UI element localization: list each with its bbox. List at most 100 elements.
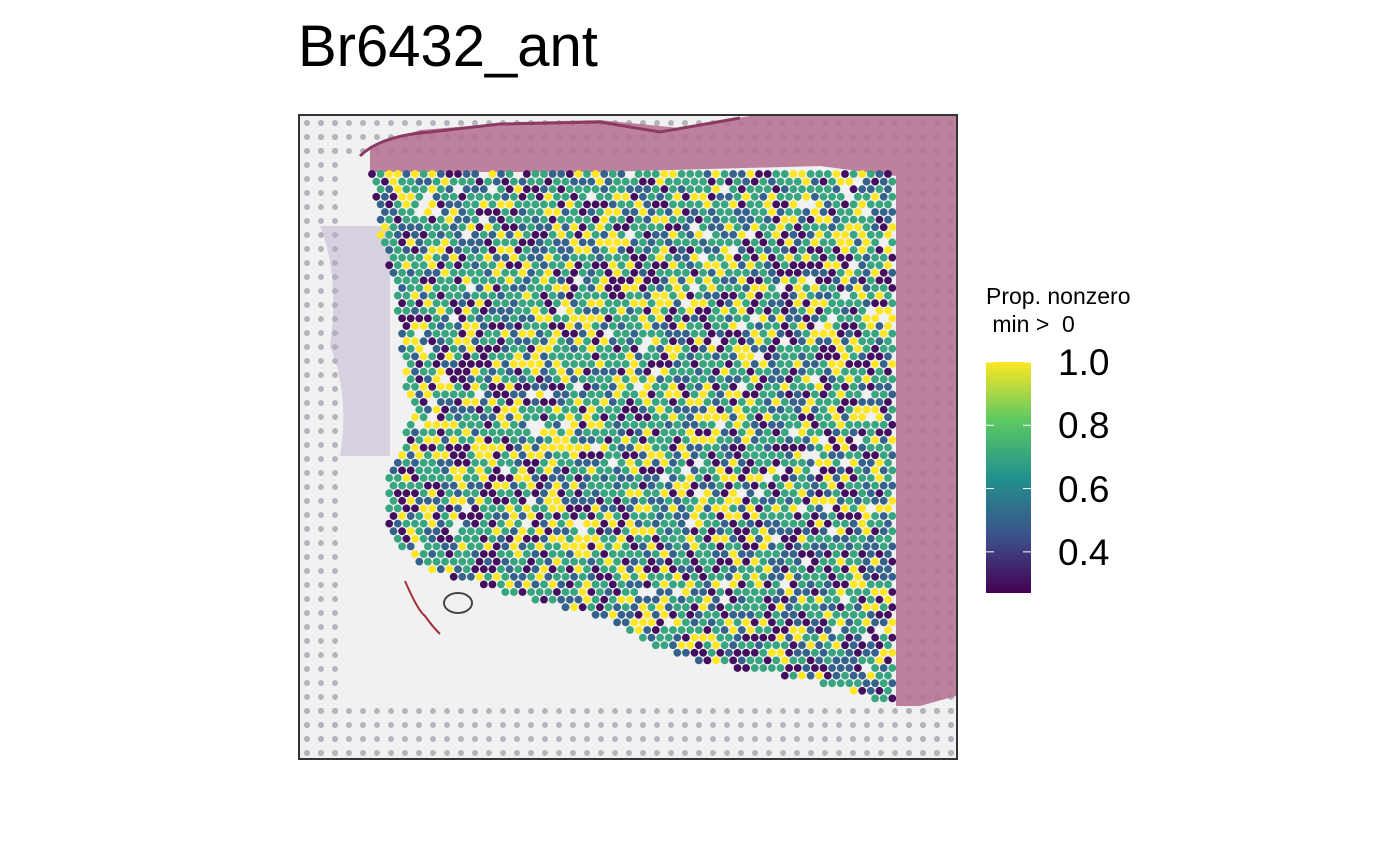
spot-point — [798, 610, 806, 619]
spot-point — [720, 382, 729, 391]
spot-point — [768, 481, 776, 490]
spot-point — [634, 565, 643, 574]
spot-point — [608, 261, 617, 270]
spot-point — [462, 489, 471, 498]
spot-point — [866, 458, 875, 467]
spot-point — [479, 443, 488, 452]
spot-point — [832, 458, 841, 467]
spot-point — [862, 557, 871, 566]
spot-point — [574, 230, 583, 239]
spot-point — [561, 375, 570, 384]
spot-point — [501, 360, 510, 368]
spot-point — [815, 367, 824, 376]
spot-point — [634, 550, 643, 558]
spot-point — [828, 618, 836, 627]
spot-point — [673, 208, 682, 216]
spot-point — [479, 474, 488, 482]
spot-point — [548, 534, 557, 543]
spot-point — [703, 428, 712, 437]
spot-point — [858, 215, 867, 224]
spot-point — [604, 527, 613, 536]
spot-point — [802, 344, 811, 353]
spot-point — [604, 208, 613, 216]
spot-point — [522, 276, 531, 285]
spot-point — [811, 208, 819, 216]
spot-point — [514, 352, 523, 361]
spot-point — [849, 382, 858, 391]
spot-point — [703, 519, 712, 528]
spot-point — [716, 557, 725, 566]
spot-point — [725, 588, 733, 596]
spot-point — [626, 413, 634, 422]
spot-point — [479, 428, 488, 437]
spot-point — [836, 268, 845, 277]
spot-point — [531, 170, 540, 178]
spot-point — [471, 398, 480, 406]
spot-point — [527, 223, 535, 232]
spot-point — [793, 542, 802, 551]
spot-point — [604, 588, 613, 596]
spot-point — [600, 565, 609, 574]
spot-point — [875, 504, 884, 513]
spot-point — [772, 367, 781, 376]
spot-point — [634, 337, 643, 346]
spot-point — [540, 291, 548, 300]
spot-point — [686, 534, 695, 543]
spot-point — [548, 291, 557, 300]
spot-point — [557, 322, 566, 330]
spot-point — [647, 314, 656, 323]
spot-point — [673, 375, 682, 384]
spot-point — [763, 337, 772, 346]
spot-point — [858, 519, 867, 528]
spot-point — [785, 618, 793, 627]
spot-point — [789, 215, 798, 224]
spot-point — [548, 352, 557, 361]
spot-point — [604, 451, 613, 460]
spot-point — [884, 626, 892, 634]
spot-point — [604, 360, 613, 368]
spot-point — [398, 208, 406, 216]
spot-point — [406, 375, 415, 384]
spot-point — [707, 360, 716, 368]
spot-point — [514, 504, 523, 513]
spot-point — [535, 466, 544, 475]
spot-point — [742, 527, 750, 536]
spot-point — [540, 337, 548, 346]
spot-point — [669, 230, 677, 239]
spot-point — [630, 344, 639, 353]
spot-point — [406, 360, 415, 368]
spot-point — [763, 322, 772, 330]
spot-point — [768, 223, 776, 232]
spot-point — [415, 253, 424, 262]
spot-point — [428, 565, 437, 574]
spot-point — [501, 451, 510, 460]
spot-point — [419, 337, 428, 346]
spot-point — [682, 208, 690, 216]
spot-point — [436, 382, 445, 391]
spot-point — [776, 405, 785, 414]
spot-point — [798, 276, 806, 285]
spot-point — [578, 588, 587, 596]
spot-point — [862, 360, 871, 368]
spot-point — [789, 641, 798, 650]
spot-point — [583, 565, 591, 574]
spot-point — [583, 337, 591, 346]
spot-point — [836, 375, 845, 384]
spot-point — [441, 208, 449, 216]
spot-point — [604, 496, 613, 505]
spot-point — [462, 291, 471, 300]
spot-point — [514, 261, 523, 270]
spot-point — [389, 177, 398, 186]
spot-point — [858, 261, 867, 270]
spot-point — [720, 474, 729, 482]
spot-point — [703, 398, 712, 406]
spot-point — [854, 329, 862, 338]
spot-point — [565, 443, 574, 452]
spot-point — [875, 276, 884, 285]
spot-point — [845, 344, 854, 353]
spot-point — [626, 610, 634, 619]
spot-point — [651, 215, 660, 224]
spot-point — [406, 420, 415, 429]
spot-point — [789, 413, 798, 422]
spot-point — [776, 542, 785, 551]
